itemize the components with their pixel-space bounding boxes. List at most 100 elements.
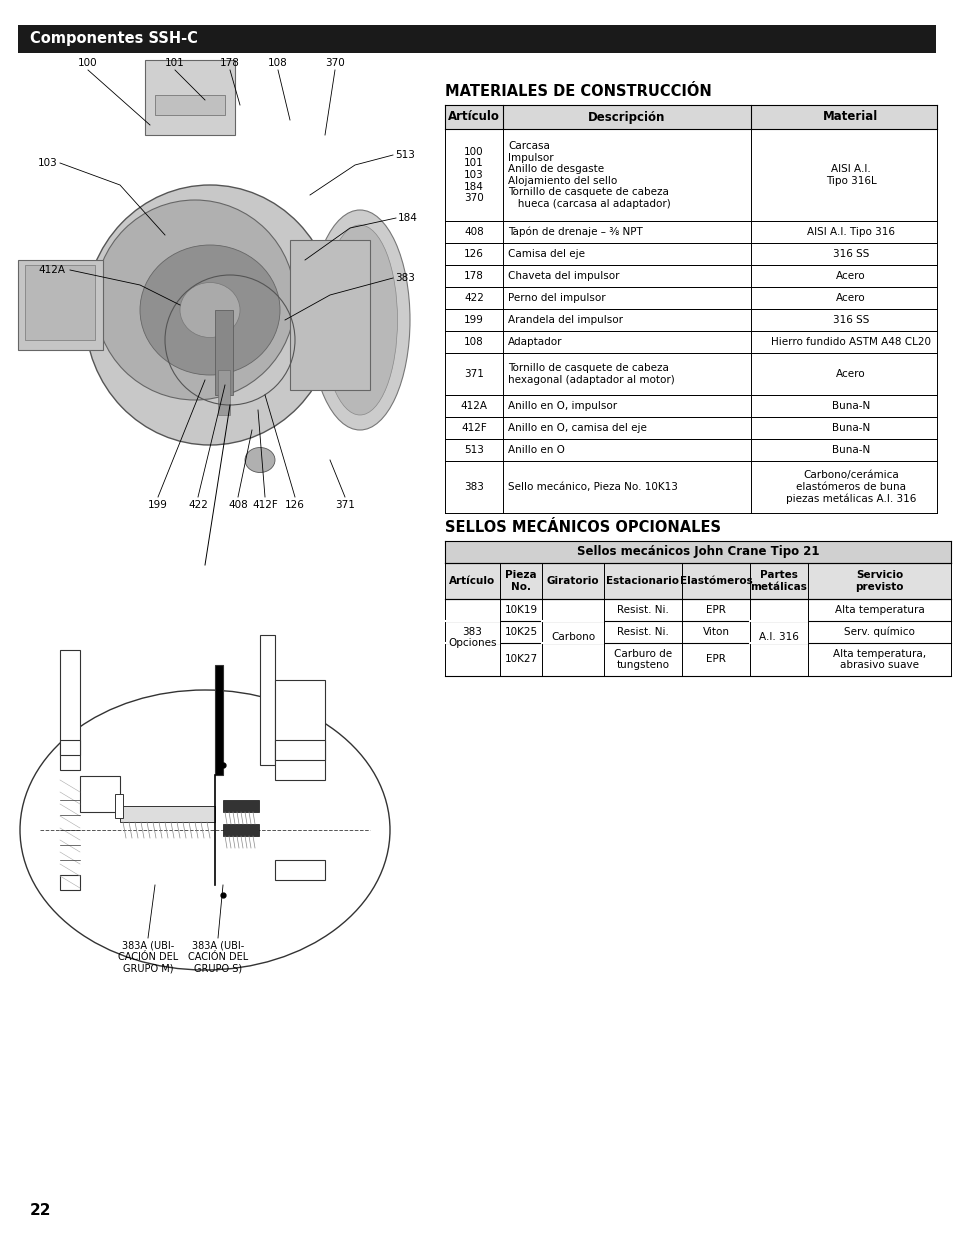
Text: 199: 199 [463, 315, 483, 325]
Text: 178: 178 [463, 270, 483, 282]
Bar [444, 128, 936, 221]
Text: 178: 178 [220, 58, 240, 68]
Text: 126: 126 [463, 249, 483, 259]
Bar [60, 650, 80, 769]
Text: 371: 371 [463, 369, 483, 379]
Bar [444, 563, 950, 599]
Text: 422: 422 [463, 293, 483, 303]
Text: Material: Material [822, 110, 878, 124]
Text: 10K27: 10K27 [504, 655, 537, 664]
Text: 513: 513 [463, 445, 483, 454]
Bar [274, 860, 325, 881]
Text: 184: 184 [397, 212, 417, 224]
Text: Tapón de drenaje – ⅜ NPT: Tapón de drenaje – ⅜ NPT [507, 227, 642, 237]
Bar [444, 395, 936, 417]
Text: 371: 371 [335, 500, 355, 510]
Bar [274, 740, 325, 760]
Text: 108: 108 [464, 337, 483, 347]
Text: Perno del impulsor: Perno del impulsor [507, 293, 605, 303]
Text: Estacionario: Estacionario [606, 576, 679, 585]
Text: 513: 513 [395, 149, 415, 161]
Text: Artículo: Artículo [449, 576, 496, 585]
Text: Carbono/cerámica
elastómeros de buna
piezas metálicas A.I. 316: Carbono/cerámica elastómeros de buna pie… [785, 471, 915, 504]
Ellipse shape [140, 245, 280, 375]
Text: 412A: 412A [460, 401, 487, 411]
Text: Partes
metálicas: Partes metálicas [750, 571, 806, 592]
Bar [444, 353, 936, 395]
Text: Carbono: Carbono [551, 632, 595, 642]
Bar [260, 635, 274, 764]
Text: Buna-N: Buna-N [831, 424, 869, 433]
Text: AISI A.I.
Tipo 316L: AISI A.I. Tipo 316L [824, 164, 876, 185]
Bar [120, 806, 214, 823]
Text: 100: 100 [78, 58, 98, 68]
Ellipse shape [20, 690, 390, 969]
Bar [60, 876, 80, 890]
Text: Alta temperatura: Alta temperatura [834, 605, 923, 615]
Bar [18, 56, 430, 525]
Text: 370: 370 [325, 58, 345, 68]
Text: 408: 408 [464, 227, 483, 237]
Text: 412A: 412A [38, 266, 65, 275]
Bar [444, 599, 950, 676]
Ellipse shape [180, 283, 240, 337]
Text: Elastómeros: Elastómeros [679, 576, 752, 585]
Text: Serv. químico: Serv. químico [843, 626, 914, 637]
Bar [115, 794, 123, 818]
Text: 383A (UBI-
CACIÓN DEL
GRUPO S): 383A (UBI- CACIÓN DEL GRUPO S) [188, 940, 248, 973]
Text: Acero: Acero [836, 270, 865, 282]
Bar [25, 266, 95, 340]
Text: SELLOS MECÁNICOS OPCIONALES: SELLOS MECÁNICOS OPCIONALES [444, 520, 720, 535]
Text: 383: 383 [395, 273, 415, 283]
Bar [444, 266, 936, 287]
Bar [444, 105, 936, 128]
Bar [444, 243, 936, 266]
Text: Resist. Ni.: Resist. Ni. [617, 605, 668, 615]
Text: 199: 199 [148, 500, 168, 510]
Ellipse shape [245, 447, 274, 473]
Text: Hierro fundido ASTM A48 CL20: Hierro fundido ASTM A48 CL20 [770, 337, 930, 347]
Text: MATERIALES DE CONSTRUCCIÓN: MATERIALES DE CONSTRUCCIÓN [444, 84, 711, 99]
Ellipse shape [85, 185, 335, 445]
Text: Anillo en O, camisa del eje: Anillo en O, camisa del eje [507, 424, 646, 433]
Text: Componentes SSH-C: Componentes SSH-C [30, 32, 197, 47]
Bar [444, 461, 936, 513]
Text: 10K25: 10K25 [504, 627, 537, 637]
Text: 412F: 412F [252, 500, 277, 510]
Bar [18, 261, 103, 350]
Text: 108: 108 [268, 58, 288, 68]
Text: 383A (UBI-
CACIÓN DEL
GRUPO M): 383A (UBI- CACIÓN DEL GRUPO M) [118, 940, 178, 973]
Text: AISI A.I. Tipo 316: AISI A.I. Tipo 316 [806, 227, 894, 237]
Ellipse shape [95, 200, 294, 400]
Text: Servicio
previsto: Servicio previsto [854, 571, 902, 592]
Text: 100
101
103
184
370: 100 101 103 184 370 [463, 147, 483, 204]
Text: Buna-N: Buna-N [831, 401, 869, 411]
Ellipse shape [310, 210, 410, 430]
Bar [444, 331, 936, 353]
Text: 103: 103 [38, 158, 58, 168]
Text: Acero: Acero [836, 369, 865, 379]
Text: 316 SS: 316 SS [832, 315, 868, 325]
Bar [444, 221, 936, 243]
Text: Viton: Viton [701, 627, 729, 637]
Text: Artículo: Artículo [448, 110, 499, 124]
Text: Arandela del impulsor: Arandela del impulsor [507, 315, 622, 325]
Bar [223, 824, 258, 836]
Text: 101: 101 [165, 58, 185, 68]
Text: EPR: EPR [705, 605, 725, 615]
Bar [18, 25, 935, 53]
Bar [80, 776, 120, 811]
Bar [154, 95, 225, 115]
Text: Tornillo de casquete de cabeza
hexagonal (adaptador al motor): Tornillo de casquete de cabeza hexagonal… [507, 363, 674, 385]
Bar [444, 309, 936, 331]
Bar [218, 370, 230, 415]
Bar [60, 740, 80, 755]
Text: Giratorio: Giratorio [546, 576, 598, 585]
Text: Chaveta del impulsor: Chaveta del impulsor [507, 270, 618, 282]
Text: 422: 422 [188, 500, 208, 510]
Bar [145, 61, 234, 135]
Text: Carcasa
Impulsor
Anillo de desgaste
Alojamiento del sello
Tornillo de casquete d: Carcasa Impulsor Anillo de desgaste Aloj… [507, 141, 670, 209]
Bar [444, 287, 936, 309]
Text: Sello mecánico, Pieza No. 10K13: Sello mecánico, Pieza No. 10K13 [507, 482, 678, 492]
Text: 383: 383 [463, 482, 483, 492]
